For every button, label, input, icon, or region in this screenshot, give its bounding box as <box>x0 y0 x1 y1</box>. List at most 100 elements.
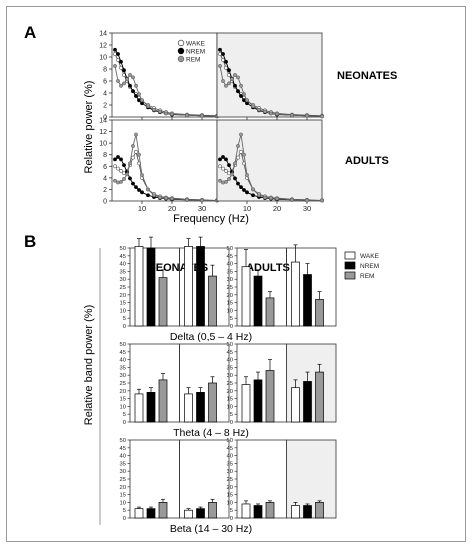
panel-a-point-nrem <box>218 47 222 52</box>
panel-a-y-tick-label: 0 <box>103 199 107 206</box>
panel-b-y-tick-label: 35 <box>227 269 233 275</box>
panel-b-bar-rem <box>208 382 217 423</box>
panel-a-point-wake <box>239 149 243 154</box>
panel-a-point-rem <box>227 81 231 86</box>
panel-b-plot-border <box>179 439 230 519</box>
panel-b-bar-wake <box>241 503 251 519</box>
panel-b-y-tick-label: 45 <box>120 254 126 260</box>
panel-a-point-nrem <box>116 155 120 159</box>
panel-a-legend-label-wake: WAKE <box>186 41 206 48</box>
panel-b-y-tick-label: 40 <box>120 454 126 460</box>
panel-b-y-tick-label: 25 <box>120 285 126 291</box>
panel-b-bar-wake <box>184 246 193 327</box>
panel-a-point-wake <box>224 169 228 173</box>
panel-a-point-wake <box>116 58 120 62</box>
panel-b-y-tick-label: 45 <box>227 254 233 260</box>
panel-b-col-label-adults: ADULTS <box>246 262 290 274</box>
panel-a-point-nrem <box>233 83 237 88</box>
panel-b-y-tick-label: 5 <box>230 316 233 322</box>
panel-a-point-wake <box>236 155 240 160</box>
panel-a-point-nrem <box>140 190 144 195</box>
panel-b-bar-rem <box>158 379 168 423</box>
panel-b-y-tick-label: 10 <box>227 404 233 410</box>
panel-a-ylabel: Relative power (%) <box>83 81 95 174</box>
panel-a-legend-marker-nrem <box>177 47 185 55</box>
panel-a-point-rem <box>230 77 234 82</box>
panel-b-y-tick-label: 0 <box>230 324 233 330</box>
panel-a-point-nrem <box>242 188 246 192</box>
panel-a-point-nrem <box>224 59 228 64</box>
panel-a-point-wake <box>131 155 135 160</box>
panel-a-x-tick-label: 30 <box>303 204 311 213</box>
panel-a-point-nrem <box>239 185 243 190</box>
panel-a-xlabel: Frequency (Hz) <box>173 213 249 225</box>
panel-b-legend-label-wake: WAKE <box>360 253 380 260</box>
panel-a-plot-border <box>216 32 323 118</box>
panel-b-y-tick-label: 40 <box>227 454 233 460</box>
panel-a-point-rem <box>251 104 255 109</box>
panel-b-y-tick-label: 10 <box>227 308 233 314</box>
panel-a-point-rem <box>134 83 138 88</box>
panel-b-bar-nrem <box>303 381 312 423</box>
panel-b-y-tick-label: 0 <box>230 420 233 426</box>
panel-a-point-rem <box>164 111 168 116</box>
panel-b-bar-nrem <box>253 379 263 423</box>
panel-b-y-tick-label: 25 <box>227 285 233 291</box>
panel-b-bar-wake <box>241 266 251 327</box>
panel-a-point-rem <box>257 107 261 112</box>
panel-b-y-tick-label: 35 <box>227 461 233 467</box>
panel-a-point-rem <box>275 112 279 116</box>
panel-a-y-tick-label: 6 <box>103 164 107 171</box>
panel-a-point-nrem <box>227 68 231 73</box>
panel-a-point-rem <box>245 98 249 103</box>
panel-b-bar-wake <box>134 393 144 423</box>
panel-b-y-tick-label: 0 <box>230 516 233 522</box>
panel-a-x-tick-label: 20 <box>273 204 281 213</box>
panel-b-shaded-plot-area <box>286 440 336 518</box>
panel-b-y-tick-label: 5 <box>230 412 233 418</box>
panel-a-point-rem <box>146 187 150 192</box>
panel-b-y-tick-label: 40 <box>120 358 126 364</box>
panel-a-point-nrem <box>233 176 237 181</box>
panel-a-point-rem <box>275 196 279 201</box>
panel-a-point-rem <box>131 144 135 148</box>
panel-b-y-tick-label: 0 <box>123 420 126 426</box>
panel-b-y-tick-label: 25 <box>227 477 233 483</box>
panel-a-point-rem <box>239 83 243 88</box>
panel-a-point-rem <box>290 113 294 118</box>
panel-a-point-nrem <box>236 89 240 94</box>
panel-b-bar-wake <box>134 246 144 327</box>
panel-a-point-nrem <box>137 188 141 192</box>
panel-b-bar-nrem <box>146 392 156 423</box>
panel-a-y-tick-label: 2 <box>103 103 107 110</box>
panel-a-point-wake <box>113 164 117 169</box>
panel-b-bar-rem <box>158 277 168 327</box>
panel-a-point-rem <box>152 107 156 112</box>
panel-a-x-tick-label: 20 <box>168 204 176 213</box>
panel-b-legend-swatch-rem <box>344 271 356 280</box>
panel-b-y-tick-label: 20 <box>227 293 233 299</box>
panel-b-y-tick-label: 40 <box>120 262 126 268</box>
panel-b-row-label-delta: Delta (0,5 – 4 Hz) <box>170 331 252 343</box>
panel-a-point-rem <box>230 172 234 177</box>
panel-a-point-nrem <box>128 83 132 88</box>
panel-a-point-rem <box>257 193 261 198</box>
panel-a-point-nrem <box>128 176 132 181</box>
panel-b-bar-rem <box>265 297 275 327</box>
panel-a-point-rem <box>122 177 126 181</box>
panel-a-point-rem <box>116 79 120 83</box>
panel-a-point-rem <box>170 196 174 201</box>
panel-a-y-tick-label: 14 <box>99 118 107 125</box>
panel-a-point-rem <box>263 195 267 200</box>
panel-a-point-rem <box>125 172 129 177</box>
figure-frame <box>6 6 466 542</box>
panel-a-point-rem <box>125 77 129 82</box>
panel-a-point-nrem <box>224 157 228 162</box>
panel-a-point-rem <box>140 173 144 177</box>
panel-b-legend-swatch-wake <box>344 251 356 260</box>
panel-a-point-rem <box>134 132 138 137</box>
panel-b-y-tick-label: 25 <box>120 381 126 387</box>
panel-b-y-tick-label: 50 <box>227 246 233 252</box>
panel-a-shaded-plot-area <box>217 120 322 201</box>
panel-b-bar-rem <box>208 502 217 519</box>
